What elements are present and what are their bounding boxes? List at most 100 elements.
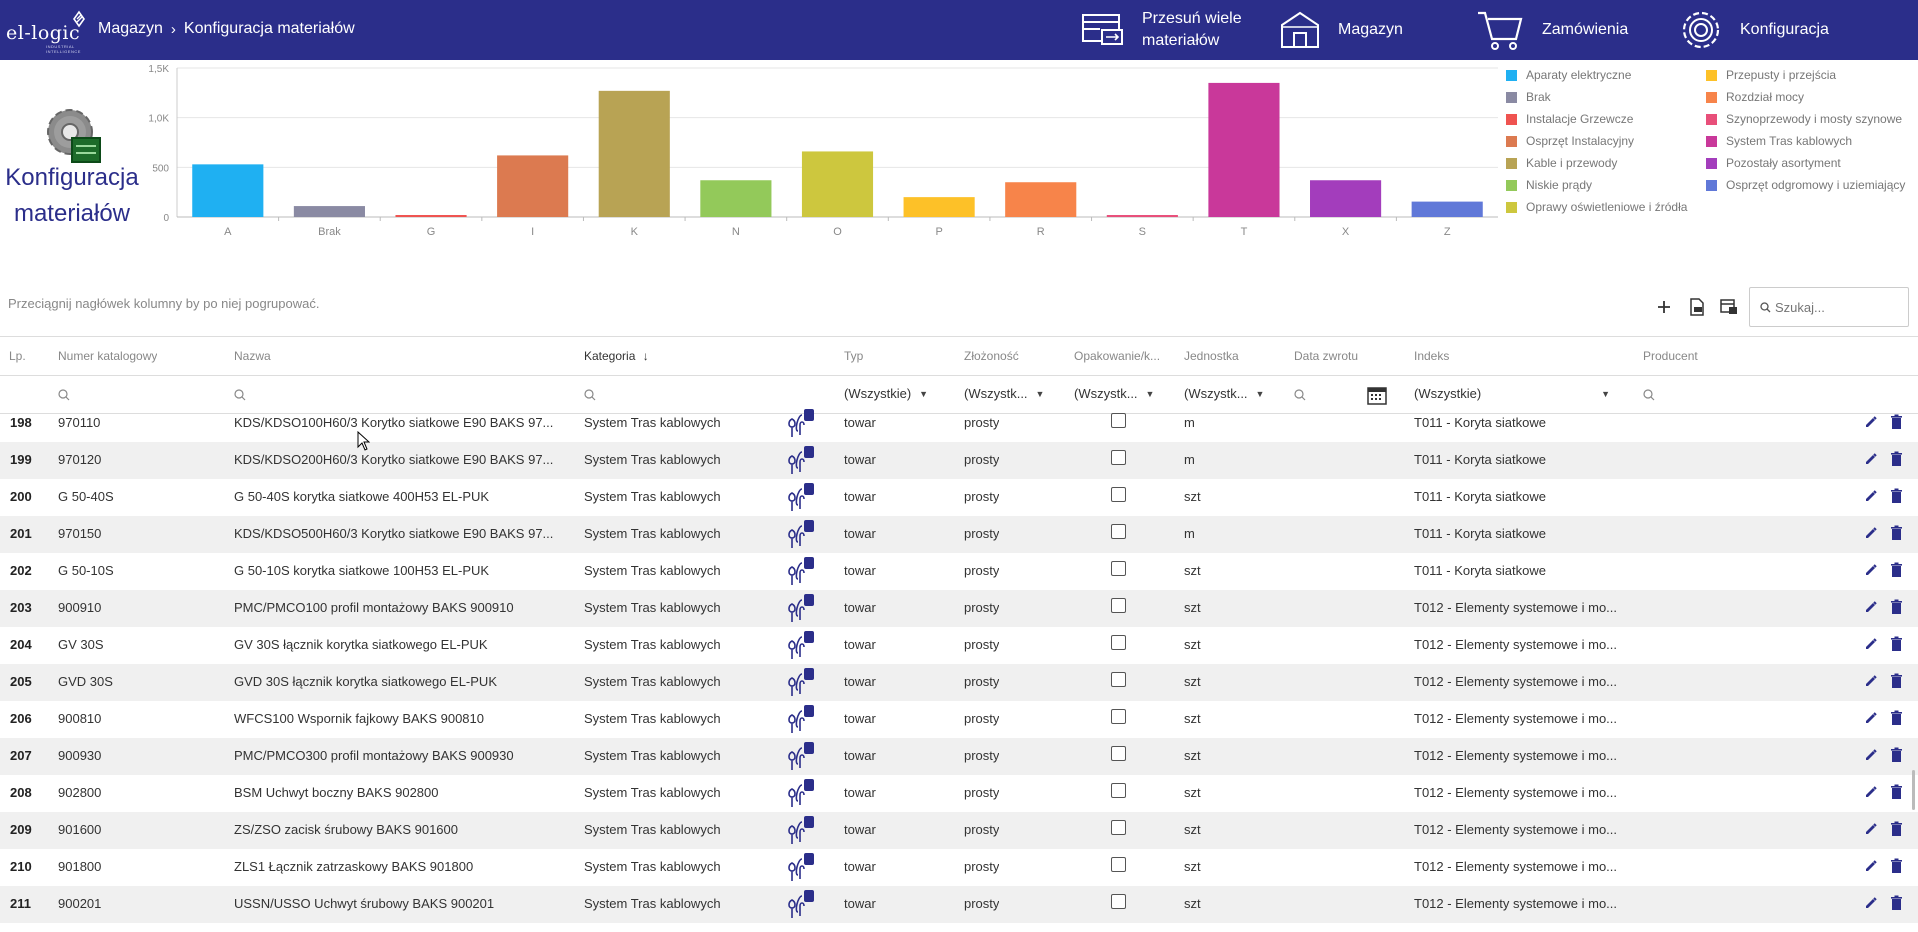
bar-a[interactable] xyxy=(192,164,264,217)
legend-item[interactable]: Aparaty elektryczne xyxy=(1506,68,1631,82)
col-name[interactable]: Nazwa xyxy=(234,349,271,363)
filter-search-icon[interactable] xyxy=(1294,389,1306,401)
trash-icon[interactable] xyxy=(1890,673,1903,689)
nav-configuration[interactable]: Konfiguracja xyxy=(1680,0,1829,60)
nav-warehouse[interactable]: Magazyn xyxy=(1280,0,1403,60)
search-box[interactable] xyxy=(1749,287,1909,327)
packaging-checkbox[interactable] xyxy=(1111,820,1126,835)
edit-pencil-icon[interactable] xyxy=(1864,711,1878,725)
filter-index-select[interactable]: (Wszystkie) ▼ xyxy=(1414,386,1610,401)
table-row[interactable]: 205 GVD 30S GVD 30S łącznik korytka siatko… xyxy=(0,664,1918,701)
trash-icon[interactable] xyxy=(1890,784,1903,800)
column-chooser-button[interactable] xyxy=(1718,296,1740,318)
filter-search-icon[interactable] xyxy=(58,389,70,401)
edit-pencil-icon[interactable] xyxy=(1864,748,1878,762)
filter-packaging-select[interactable]: (Wszystk... ▼ xyxy=(1074,386,1155,401)
bar-t[interactable] xyxy=(1208,82,1280,218)
packaging-checkbox[interactable] xyxy=(1111,746,1126,761)
edit-pencil-icon[interactable] xyxy=(1864,822,1878,836)
trash-icon[interactable] xyxy=(1890,525,1903,541)
bar-n[interactable] xyxy=(700,180,772,217)
col-producer[interactable]: Producent xyxy=(1643,349,1698,363)
table-row[interactable]: 201 970150 KDS/KDSO500H60/3 Korytko siatko… xyxy=(0,516,1918,553)
nav-orders[interactable]: Zamówienia xyxy=(1476,0,1628,60)
bar-g[interactable] xyxy=(395,215,467,217)
packaging-checkbox[interactable] xyxy=(1111,487,1126,502)
el-logic-logo[interactable]: el-logic INDUSTRIAL INTELLIGENCE xyxy=(6,8,96,54)
packaging-checkbox[interactable] xyxy=(1111,450,1126,465)
filter-type-select[interactable]: (Wszystkie) ▼ xyxy=(844,386,929,401)
packaging-checkbox[interactable] xyxy=(1111,413,1126,428)
bar-x[interactable] xyxy=(1310,180,1382,217)
bar-p[interactable] xyxy=(903,197,975,217)
filter-search-icon[interactable] xyxy=(234,389,246,401)
bar-i[interactable] xyxy=(497,155,569,217)
legend-item[interactable]: Kable i przewody xyxy=(1506,156,1617,170)
breadcrumb-magazyn[interactable]: Magazyn xyxy=(98,20,163,37)
legend-item[interactable]: Instalacje Grzewcze xyxy=(1506,112,1633,126)
trash-icon[interactable] xyxy=(1890,895,1903,911)
legend-item[interactable]: Osprzęt Instalacyjny xyxy=(1506,134,1634,148)
trash-icon[interactable] xyxy=(1890,636,1903,652)
legend-item[interactable]: Rozdział mocy xyxy=(1706,90,1804,104)
bar-o[interactable] xyxy=(801,151,874,217)
filter-unit-select[interactable]: (Wszystk... ▼ xyxy=(1184,386,1265,401)
table-row[interactable]: 209 901600 ZS/ZSO zacisk śrubowy BAKS 9016… xyxy=(0,812,1918,849)
trash-icon[interactable] xyxy=(1890,488,1903,504)
table-row[interactable]: 210 901800 ZLS1 Łącznik zatrzaskowy BAKS 9… xyxy=(0,849,1918,886)
legend-item[interactable]: System Tras kablowych xyxy=(1706,134,1852,148)
trash-icon[interactable] xyxy=(1890,858,1903,874)
edit-pencil-icon[interactable] xyxy=(1864,489,1878,503)
filter-search-icon[interactable] xyxy=(1643,389,1655,401)
col-type[interactable]: Typ xyxy=(844,349,864,363)
trash-icon[interactable] xyxy=(1890,451,1903,467)
edit-pencil-icon[interactable] xyxy=(1864,859,1878,873)
table-row[interactable]: 202 G 50-10S G 50-10S korytka siatkowe 100… xyxy=(0,553,1918,590)
col-catalog-number[interactable]: Numer katalogowy xyxy=(58,349,158,363)
packaging-checkbox[interactable] xyxy=(1111,524,1126,539)
packaging-checkbox[interactable] xyxy=(1111,561,1126,576)
bar-s[interactable] xyxy=(1106,215,1178,217)
packaging-checkbox[interactable] xyxy=(1111,709,1126,724)
packaging-checkbox[interactable] xyxy=(1111,672,1126,687)
table-row[interactable]: 198 970110 KDS/KDSO100H60/3 Korytko siatko… xyxy=(0,405,1918,442)
packaging-checkbox[interactable] xyxy=(1111,857,1126,872)
edit-pencil-icon[interactable] xyxy=(1864,896,1878,910)
trash-icon[interactable] xyxy=(1890,710,1903,726)
table-row[interactable]: 206 900810 WFCS100 Wspornik fajkowy BAKS 9… xyxy=(0,701,1918,738)
bar-brak[interactable] xyxy=(293,206,365,217)
edit-pencil-icon[interactable] xyxy=(1864,600,1878,614)
table-row[interactable]: 211 900201 USSN/USSO Uchwyt śrubowy BAKS 9… xyxy=(0,886,1918,923)
col-index[interactable]: Indeks xyxy=(1414,349,1450,363)
trash-icon[interactable] xyxy=(1890,747,1903,763)
col-unit[interactable]: Jednostka xyxy=(1184,349,1239,363)
bar-z[interactable] xyxy=(1411,201,1483,217)
packaging-checkbox[interactable] xyxy=(1111,635,1126,650)
filter-complexity-select[interactable]: (Wszystk... ▼ xyxy=(964,386,1045,401)
packaging-checkbox[interactable] xyxy=(1111,598,1126,613)
trash-icon[interactable] xyxy=(1890,599,1903,615)
trash-icon[interactable] xyxy=(1890,821,1903,837)
edit-pencil-icon[interactable] xyxy=(1864,637,1878,651)
add-button[interactable] xyxy=(1653,296,1675,318)
table-row[interactable]: 208 902800 BSM Uchwyt boczny BAKS 902800 Sy… xyxy=(0,775,1918,812)
legend-item[interactable]: Brak xyxy=(1506,90,1551,104)
col-complexity[interactable]: Złożoność xyxy=(964,349,1019,363)
table-row[interactable]: 199 970120 KDS/KDSO200H60/3 Korytko siatko… xyxy=(0,442,1918,479)
edit-pencil-icon[interactable] xyxy=(1864,785,1878,799)
edit-pencil-icon[interactable] xyxy=(1864,674,1878,688)
table-row[interactable]: 207 900930 PMC/PMCO300 profil montażowy BA… xyxy=(0,738,1918,775)
calendar-icon[interactable] xyxy=(1367,386,1387,405)
edit-pencil-icon[interactable] xyxy=(1864,563,1878,577)
search-input[interactable] xyxy=(1775,299,1905,315)
legend-item[interactable]: Osprzęt odgromowy i uziemiający xyxy=(1706,178,1905,192)
bar-r[interactable] xyxy=(1005,182,1077,217)
edit-pencil-icon[interactable] xyxy=(1864,415,1878,429)
vertical-scrollbar[interactable] xyxy=(1912,770,1915,810)
legend-item[interactable]: Niskie prądy xyxy=(1506,178,1592,192)
edit-pencil-icon[interactable] xyxy=(1864,452,1878,466)
table-row[interactable]: 200 G 50-40S G 50-40S korytka siatkowe 400… xyxy=(0,479,1918,516)
col-lp[interactable]: Lp. xyxy=(9,349,26,363)
col-packaging[interactable]: Opakowanie/k... xyxy=(1074,349,1160,363)
export-button[interactable] xyxy=(1686,296,1708,318)
